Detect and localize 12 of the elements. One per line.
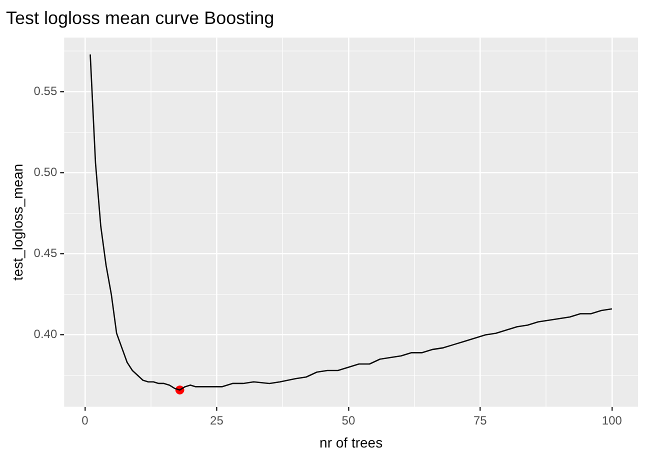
y-tick-label: 0.50 <box>34 165 58 180</box>
x-axis-title: nr of trees <box>320 434 383 450</box>
x-tick-label: 50 <box>342 413 356 428</box>
x-tick-label: 25 <box>210 413 224 428</box>
y-tick-label: 0.40 <box>34 327 58 342</box>
x-tick-label: 100 <box>602 413 622 428</box>
x-tick-label: 0 <box>82 413 89 428</box>
y-tick-label: 0.45 <box>34 246 58 260</box>
y-axis-title: test_logloss_mean <box>9 164 26 281</box>
chart-title: Test logloss mean curve Boosting <box>6 8 274 28</box>
y-tick-label: 0.55 <box>34 84 58 98</box>
x-tick-label: 75 <box>474 413 488 428</box>
